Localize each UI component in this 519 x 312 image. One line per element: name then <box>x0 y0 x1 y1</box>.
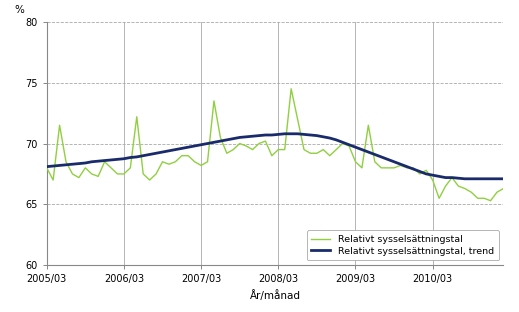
Relativt sysselsättningstal, trend <box>198 143 204 147</box>
Relativt sysselsättningstal <box>359 166 365 170</box>
X-axis label: År/månad: År/månad <box>250 290 301 301</box>
Relativt sysselsättningstal, trend <box>307 133 313 137</box>
Line: Relativt sysselsättningstal, trend: Relativt sysselsättningstal, trend <box>47 134 503 179</box>
Relativt sysselsättningstal, trend <box>44 165 50 168</box>
Relativt sysselsättningstal, trend <box>339 140 346 144</box>
Relativt sysselsättningstal, trend <box>474 177 481 181</box>
Relativt sysselsättningstal, trend <box>108 158 114 162</box>
Relativt sysselsättningstal, trend <box>282 132 288 136</box>
Y-axis label: %: % <box>15 5 24 15</box>
Relativt sysselsättningstal <box>339 142 346 145</box>
Line: Relativt sysselsättningstal: Relativt sysselsättningstal <box>47 89 503 201</box>
Relativt sysselsättningstal <box>44 166 50 170</box>
Legend: Relativt sysselsättningstal, Relativt sysselsättningstal, trend: Relativt sysselsättningstal, Relativt sy… <box>307 230 499 261</box>
Relativt sysselsättningstal, trend <box>462 177 468 181</box>
Relativt sysselsättningstal, trend <box>500 177 507 181</box>
Relativt sysselsättningstal <box>307 151 313 155</box>
Relativt sysselsättningstal <box>500 187 507 190</box>
Relativt sysselsättningstal <box>288 87 294 91</box>
Relativt sysselsättningstal <box>487 199 494 202</box>
Relativt sysselsättningstal <box>198 163 204 167</box>
Relativt sysselsättningstal <box>108 166 114 170</box>
Relativt sysselsättningstal <box>468 190 474 194</box>
Relativt sysselsättningstal, trend <box>359 148 365 152</box>
